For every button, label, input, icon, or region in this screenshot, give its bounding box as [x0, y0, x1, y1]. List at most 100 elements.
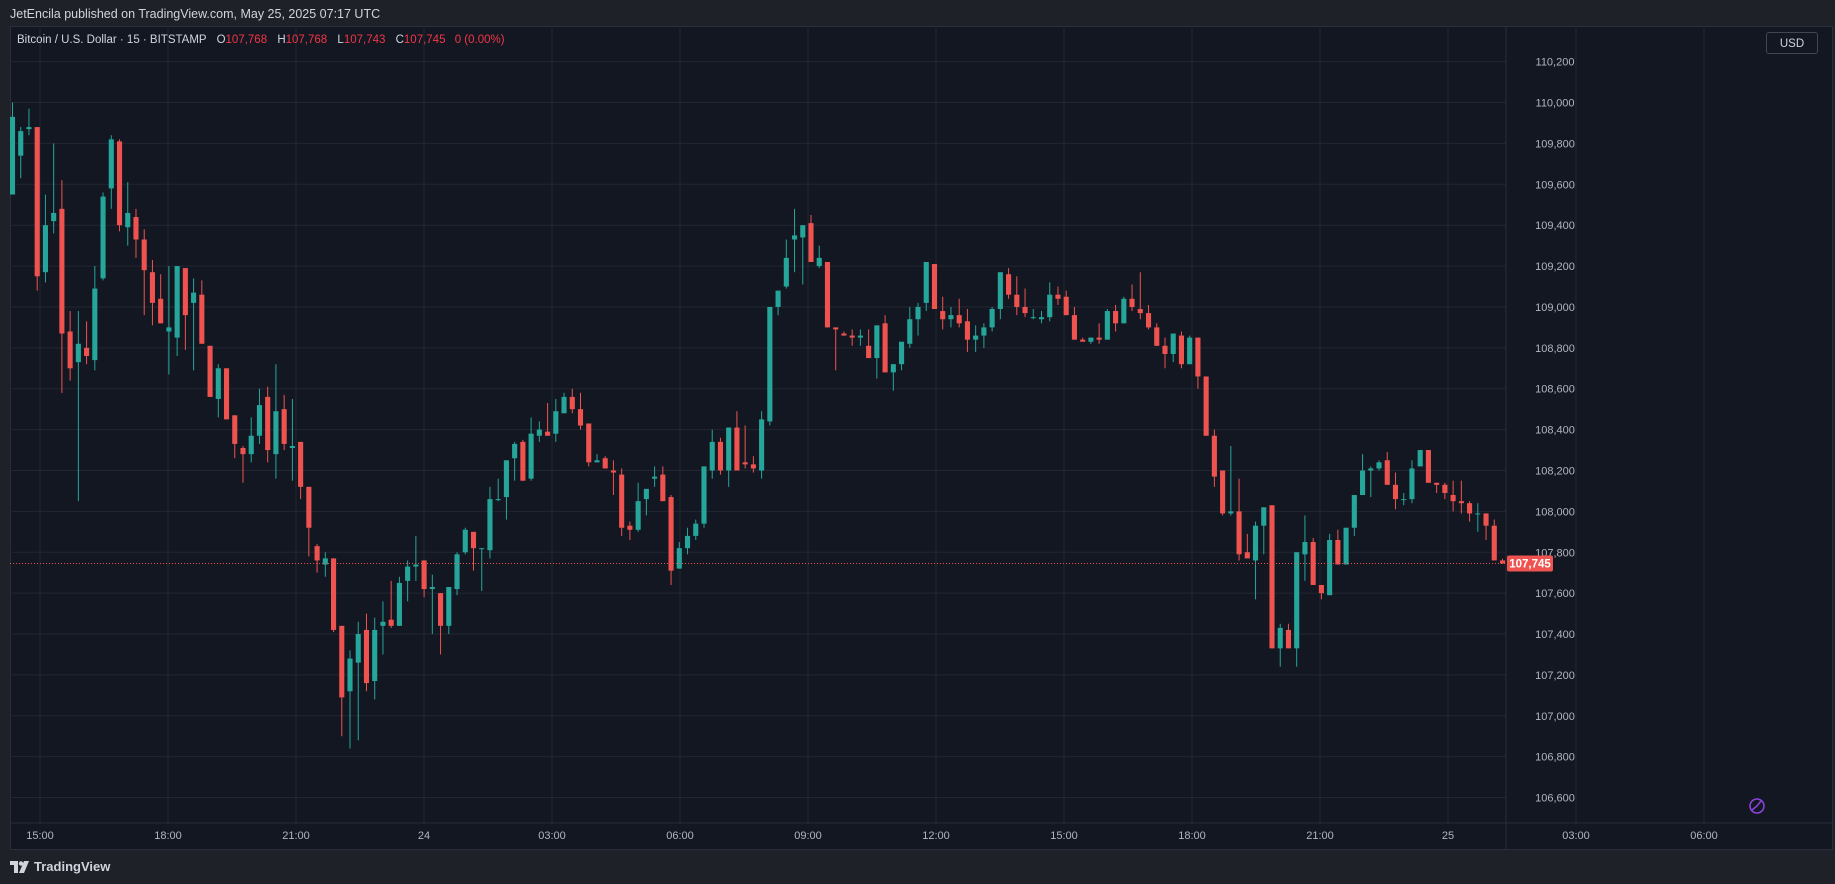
candle-body: [141, 239, 147, 271]
candle: [1401, 492, 1407, 506]
candle-body: [1499, 560, 1506, 564]
candle-body: [100, 196, 106, 279]
candle: [363, 613, 370, 692]
publish-header: JetEncila published on TradingView.com, …: [0, 0, 1835, 28]
candle-body: [10, 116, 16, 195]
last-price-badge-label: 107,745: [1509, 559, 1551, 571]
candle: [684, 527, 691, 555]
candle: [701, 466, 707, 528]
time-axis[interactable]: 15:00 18:00 21:00 24 03:00 06:00 09:00 12:00 15:…: [26, 830, 1718, 842]
candle-body: [594, 460, 600, 463]
candle: [726, 427, 732, 487]
candle: [1499, 558, 1506, 564]
candle-body: [1244, 552, 1250, 559]
candle: [767, 306, 773, 426]
candle: [717, 437, 724, 475]
candle-body: [849, 335, 855, 338]
candle: [734, 411, 740, 471]
candle-body: [240, 448, 246, 455]
candle: [1154, 323, 1160, 346]
price-axis[interactable]: 106,600 106,800 107,000 107,200 107,400 107,6…: [1535, 57, 1575, 805]
candle-body: [783, 257, 789, 287]
candle-body: [256, 405, 263, 436]
y-tick-label: 107,600: [1535, 588, 1575, 600]
candle-body: [479, 548, 485, 550]
candle-body: [1343, 527, 1349, 565]
candle: [347, 650, 353, 749]
candle: [1285, 623, 1292, 649]
candle-body: [1030, 317, 1036, 319]
candle: [355, 621, 361, 741]
candle-body: [388, 619, 394, 626]
candle: [248, 417, 254, 463]
candle: [1261, 507, 1267, 555]
symbol-label[interactable]: Bitcoin / U.S. Dollar · 15 · BITSTAMP: [17, 34, 207, 46]
candlestick-chart[interactable]: 106,600 106,800 107,000 107,200 107,400 107,6…: [10, 26, 1833, 850]
candle-body: [174, 266, 180, 338]
candle-body: [1351, 495, 1357, 528]
candle: [1178, 331, 1185, 369]
candle: [413, 535, 419, 581]
candle: [380, 601, 386, 655]
candle-body: [709, 441, 715, 471]
y-tick-label: 106,800: [1535, 752, 1575, 764]
candle: [1368, 466, 1374, 498]
candle-body: [1236, 511, 1242, 555]
candle: [75, 311, 81, 502]
last-price-badge: 107,745: [1507, 555, 1553, 572]
currency-button[interactable]: USD: [1766, 32, 1818, 54]
candle-body: [84, 347, 90, 357]
grid-lines: [10, 26, 1705, 823]
candle-body: [857, 335, 863, 338]
candle-body: [742, 462, 748, 465]
low-label: L: [337, 34, 344, 46]
candle-body: [1071, 315, 1077, 340]
candle-body: [1047, 294, 1053, 318]
candle-body: [1038, 317, 1045, 320]
candle: [1203, 376, 1209, 436]
candle: [503, 460, 509, 520]
candle: [1277, 623, 1283, 667]
candle: [635, 482, 641, 532]
candle-body: [42, 225, 48, 273]
candle: [742, 425, 748, 469]
candle: [660, 466, 666, 502]
candle-body: [956, 315, 962, 324]
candle: [577, 392, 584, 430]
candle: [1483, 513, 1489, 540]
x-tick-label: 15:00: [1050, 830, 1078, 842]
candle: [215, 364, 221, 418]
candle: [512, 441, 518, 481]
candle: [940, 296, 946, 330]
symbol-magnet-icon[interactable]: [1748, 797, 1766, 815]
candle: [643, 488, 649, 516]
candle-body: [75, 343, 81, 363]
candle: [1063, 290, 1069, 316]
tradingview-logo[interactable]: TradingView: [10, 859, 110, 874]
candle-body: [298, 441, 304, 487]
candle-body: [1252, 525, 1259, 561]
candle-body: [528, 433, 534, 479]
y-tick-label: 108,400: [1535, 425, 1575, 437]
candle-body: [899, 341, 905, 365]
y-tick-label: 109,600: [1535, 179, 1575, 191]
y-tick-label: 108,200: [1535, 465, 1575, 477]
candle: [610, 460, 616, 496]
candle-body: [536, 429, 542, 436]
candle: [1113, 304, 1119, 332]
candle-body: [816, 257, 822, 267]
candle-body: [791, 235, 798, 240]
candle: [1195, 337, 1201, 389]
candle: [1310, 537, 1316, 585]
candle-body: [446, 587, 452, 626]
candle-body: [1113, 311, 1119, 324]
candle: [849, 329, 855, 346]
high-label: H: [277, 34, 286, 46]
candle-body: [1063, 296, 1069, 316]
candle: [223, 368, 230, 420]
candle-body: [347, 658, 353, 692]
candle: [1030, 309, 1036, 320]
x-tick-label: 25: [1442, 830, 1454, 842]
candle: [51, 143, 57, 234]
candle: [1145, 304, 1152, 330]
